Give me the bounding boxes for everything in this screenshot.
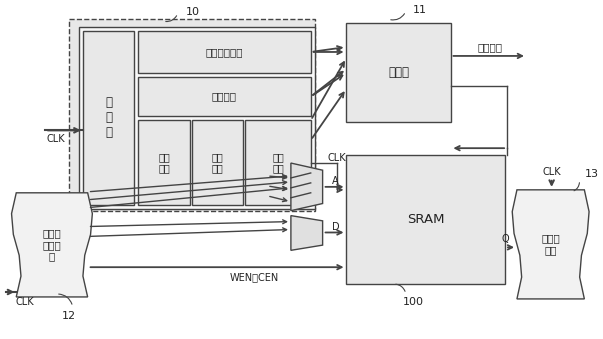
Bar: [245, 120, 311, 205]
Text: CLK: CLK: [16, 297, 34, 307]
Text: 11: 11: [413, 5, 427, 15]
PathPatch shape: [512, 190, 589, 299]
Bar: [83, 31, 134, 205]
Bar: [346, 155, 505, 284]
Text: 逻辑组
合器: 逻辑组 合器: [541, 234, 560, 255]
Bar: [138, 77, 311, 116]
Text: A: A: [332, 176, 339, 186]
Text: 10: 10: [186, 7, 200, 17]
Text: D: D: [332, 221, 339, 232]
Text: CLK: CLK: [542, 167, 561, 177]
Text: 逻辑计
算发生
器: 逻辑计 算发生 器: [43, 228, 62, 261]
Polygon shape: [291, 216, 323, 250]
Bar: [192, 120, 243, 205]
Text: 比较器: 比较器: [388, 66, 409, 79]
Text: 状
态
机: 状 态 机: [105, 96, 112, 139]
Text: 12: 12: [62, 311, 76, 321]
Text: 100: 100: [402, 297, 423, 307]
Bar: [79, 27, 315, 209]
Bar: [69, 19, 315, 211]
Text: 地址
信号: 地址 信号: [272, 152, 284, 173]
PathPatch shape: [11, 193, 92, 297]
Text: 数据
信号: 数据 信号: [212, 152, 223, 173]
Text: Q: Q: [501, 235, 509, 244]
Text: 13: 13: [584, 169, 598, 179]
Text: CLK: CLK: [327, 153, 346, 163]
Text: WEN，CEN: WEN，CEN: [230, 272, 279, 282]
Bar: [138, 31, 311, 73]
Text: 结果输出: 结果输出: [478, 42, 503, 52]
Bar: [346, 23, 450, 122]
Bar: [138, 120, 190, 205]
Text: CLK: CLK: [46, 134, 65, 144]
Text: 控制
信号: 控制 信号: [158, 152, 170, 173]
Text: SRAM: SRAM: [407, 213, 444, 226]
Polygon shape: [291, 163, 323, 211]
Text: 图形向量比较: 图形向量比较: [206, 47, 243, 57]
Text: 参考数据: 参考数据: [212, 92, 237, 102]
